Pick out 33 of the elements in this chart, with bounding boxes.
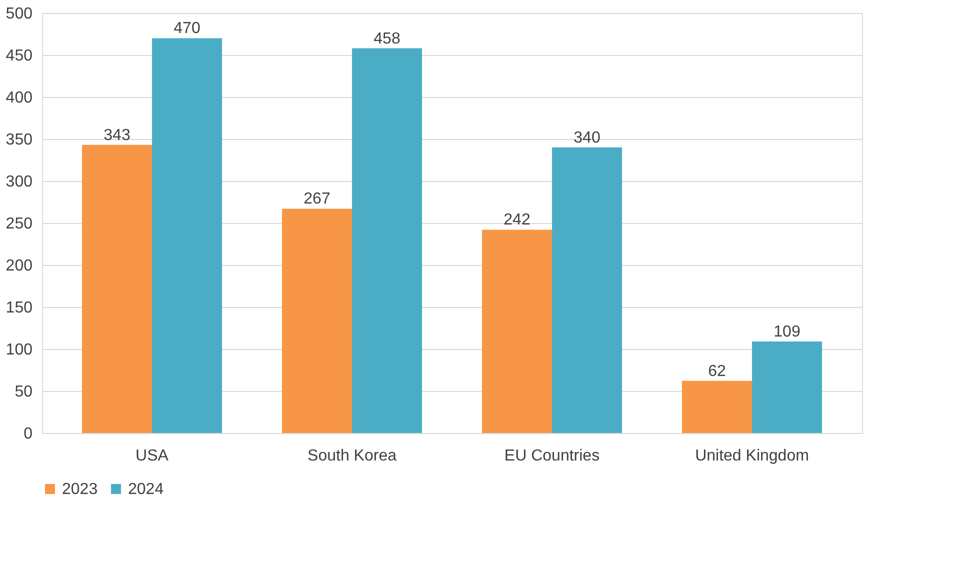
data-label: 267 [304,190,330,208]
x-tick-label: EU Countries [504,448,600,464]
x-tick-label: United Kingdom [695,448,809,464]
bar [552,147,622,433]
y-tick-label: 500 [6,6,33,22]
y-tick-label: 50 [14,384,33,400]
y-tick-label: 100 [6,342,33,358]
legend-label: 2023 [62,481,98,498]
y-tick-label: 350 [6,132,33,148]
bar [682,380,752,433]
data-label: 109 [774,323,800,340]
y-tick-label: 0 [24,426,33,442]
bar [482,230,552,433]
data-label: 470 [174,20,200,38]
bar [752,341,822,433]
y-tick-label: 400 [6,90,33,106]
bar [282,208,352,433]
x-tick-label: USA [136,448,169,464]
y-tick-label: 150 [6,300,33,316]
y-tick-label: 200 [6,258,33,274]
data-label: 340 [574,129,600,146]
data-label: 242 [504,212,530,229]
legend-label: 2024 [128,481,164,498]
bar [82,144,152,433]
x-tick-label: South Korea [308,448,397,464]
data-label: 458 [374,30,400,48]
data-label: 62 [708,362,726,380]
bar [152,38,222,433]
data-label: 343 [104,126,130,144]
y-tick-label: 300 [6,174,33,190]
bar [352,48,422,433]
y-tick-label: 250 [6,216,33,232]
y-tick-label: 450 [6,48,33,64]
